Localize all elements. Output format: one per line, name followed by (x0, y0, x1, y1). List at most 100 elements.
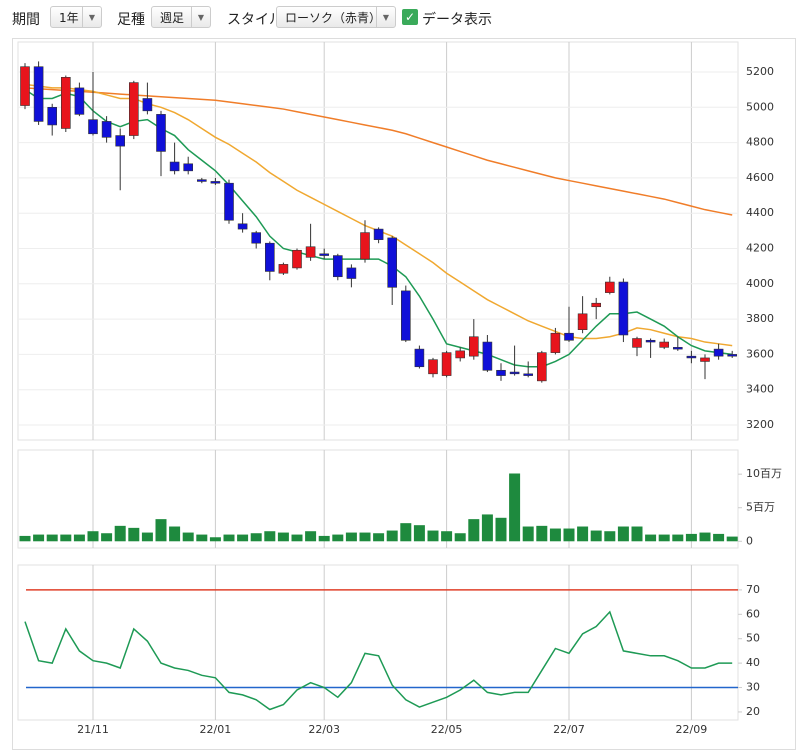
y-tick-label: 60 (746, 607, 760, 620)
dropdown-arrow: ▼ (191, 7, 210, 27)
volume-bar (223, 534, 235, 542)
volume-bar (495, 517, 507, 542)
candle-body (129, 82, 139, 136)
y-tick-label: 3400 (746, 383, 774, 396)
volume-bar (373, 533, 385, 542)
candle-body (210, 181, 221, 184)
candle-body (74, 87, 85, 115)
candle-body (88, 119, 98, 135)
candle-body (224, 182, 234, 221)
toolbar: 期間 1年 ▼ 足種 週足 ▼ スタイル ローソク（赤青） ▼ ✓ データ表示 (0, 0, 800, 36)
volume-bar (577, 526, 589, 542)
candle-body (727, 354, 738, 357)
candle-body (604, 281, 615, 293)
style-label: スタイル (227, 12, 283, 28)
volume-bar (196, 534, 208, 542)
candle-body (278, 264, 289, 274)
volume-bar (413, 525, 425, 542)
volume-bar (590, 530, 602, 542)
period-select[interactable]: 1年 ▼ (50, 6, 102, 28)
candle-body (468, 336, 479, 357)
candle-body (264, 242, 275, 272)
moving-average-line (24, 87, 733, 216)
y-tick-label: 4800 (746, 136, 774, 149)
y-tick-label: 70 (746, 583, 760, 596)
candle-body (20, 66, 30, 106)
foot-value: 週足 (160, 11, 185, 25)
volume-bar (441, 531, 453, 542)
volume-bar (87, 531, 99, 542)
x-tick-label: 22/07 (553, 723, 585, 736)
volume-bar (549, 528, 561, 542)
y-tick-label: 50 (746, 632, 760, 645)
volume-bar (19, 535, 31, 542)
candle-body (577, 313, 588, 330)
candle-body (47, 107, 58, 126)
volume-bar (155, 519, 167, 542)
candle-body (455, 350, 466, 359)
y-tick-label: 4000 (746, 277, 774, 290)
y-tick-label: 40 (746, 656, 760, 669)
candle-body (360, 232, 370, 260)
y-tick-label: 5000 (746, 100, 774, 113)
volume-bar (291, 534, 303, 542)
volume-bar (536, 525, 548, 542)
chart-frame (12, 38, 796, 750)
candle-body (564, 332, 574, 341)
data-checkbox[interactable]: ✓ (402, 9, 418, 25)
volume-bar (264, 531, 276, 542)
x-tick-label: 21/11 (77, 723, 109, 736)
dropdown-arrow: ▼ (376, 7, 395, 27)
volume-bar (604, 531, 616, 542)
candle-body (251, 232, 261, 244)
candle-body (101, 121, 112, 138)
volume-bar (33, 534, 45, 542)
y-tick-label: 3200 (746, 418, 774, 431)
y-tick-label: 3800 (746, 312, 774, 325)
volume-bar (182, 532, 194, 542)
volume-bar (73, 534, 85, 542)
candle-body (400, 290, 411, 341)
y-tick-label: 20 (746, 705, 760, 718)
candle-body (332, 255, 343, 278)
period-label: 期間 (12, 12, 40, 28)
volume-bar (726, 536, 738, 542)
candle-body (686, 355, 697, 359)
candle-body (550, 332, 561, 353)
volume-bar (318, 535, 330, 542)
candle-body (659, 341, 670, 348)
volume-bar (481, 514, 493, 542)
foot-select[interactable]: 週足 ▼ (151, 6, 211, 28)
candle-body (387, 237, 398, 288)
volume-bar (400, 523, 412, 542)
candle-body (591, 302, 602, 308)
x-tick-label: 22/05 (431, 723, 463, 736)
candle-body (645, 339, 656, 343)
volume-bar (631, 526, 643, 542)
panel-frame (17, 41, 739, 441)
volume-bar (345, 532, 357, 542)
volume-bar (169, 526, 181, 542)
candle-body (523, 373, 534, 376)
volume-bar (468, 519, 480, 542)
candle-body (632, 338, 642, 348)
volume-bar (332, 534, 344, 542)
x-tick-label: 22/03 (308, 723, 340, 736)
style-select[interactable]: ローソク（赤青） ▼ (276, 6, 396, 28)
data-label: データ表示 (422, 12, 492, 28)
volume-bar (141, 532, 153, 542)
candle-body (142, 98, 153, 112)
volume-bar (454, 533, 466, 542)
candle-body (482, 341, 493, 371)
candle-body (60, 76, 71, 129)
candle-body (713, 348, 724, 357)
candle-body (197, 179, 207, 182)
candle-body (237, 223, 248, 230)
candle-body (672, 347, 683, 350)
volume-bar (658, 534, 670, 542)
candle-body (373, 228, 384, 240)
volume-bar (685, 533, 697, 542)
volume-bar (128, 527, 140, 542)
